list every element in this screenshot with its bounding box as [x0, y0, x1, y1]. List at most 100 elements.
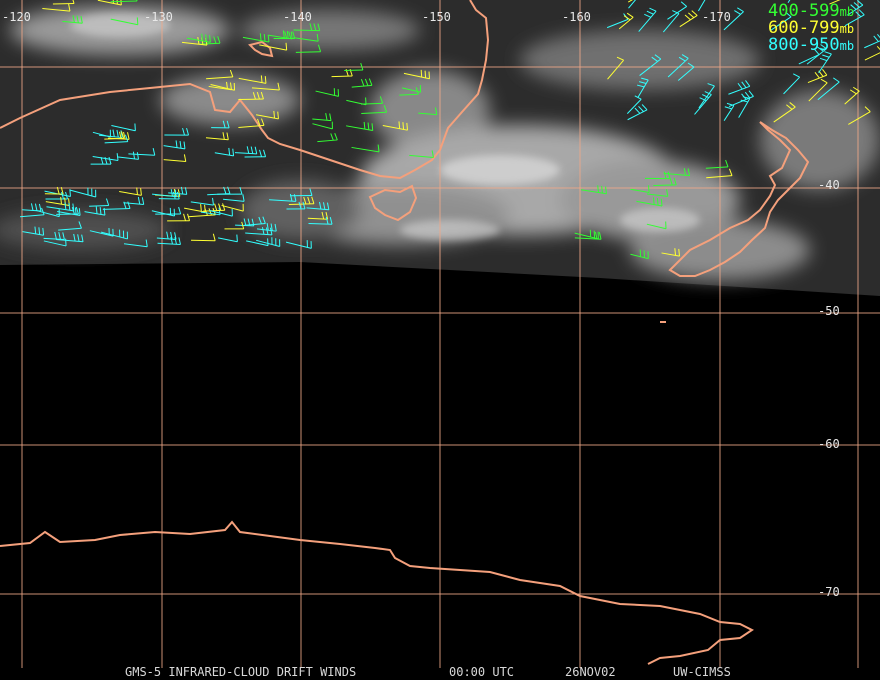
- barb-shaft: [19, 214, 45, 218]
- wind-barb: [57, 207, 81, 216]
- barb-flag: [141, 197, 145, 205]
- barb-shaft: [156, 237, 177, 240]
- wind-barb: [90, 156, 112, 165]
- barb-flag: [681, 54, 689, 59]
- barb-shaft: [89, 205, 109, 207]
- barb-flag: [127, 132, 130, 140]
- barb-flag: [152, 148, 156, 156]
- barb-shaft: [661, 252, 680, 257]
- barb-flag: [183, 141, 186, 149]
- wind-barb: [246, 238, 269, 247]
- wind-barb: [317, 132, 338, 143]
- barb-shaft: [418, 112, 437, 116]
- wind-barb: [783, 73, 801, 95]
- wind-barb: [844, 9, 865, 27]
- barb-flag: [864, 106, 871, 113]
- wind-barb: [667, 54, 689, 78]
- barb-flag: [855, 11, 862, 18]
- barb-flag: [288, 31, 292, 39]
- barb-flag: [371, 123, 374, 131]
- wind-barb: [163, 154, 187, 163]
- barb-flag: [259, 33, 262, 41]
- barb-flag: [284, 31, 288, 39]
- barb-flag: [652, 197, 655, 205]
- barb-flag: [740, 99, 748, 103]
- barb-shaft: [184, 207, 206, 213]
- wind-barb: [238, 118, 265, 128]
- barb-shaft: [783, 76, 801, 95]
- barb-flag: [217, 36, 221, 44]
- wind-barb: [104, 134, 129, 144]
- barb-flag: [247, 218, 251, 226]
- barb-shaft: [399, 93, 419, 96]
- wind-barb: [244, 149, 267, 158]
- barb-flag: [647, 185, 650, 193]
- barb-flag: [406, 122, 408, 131]
- barb-shaft: [679, 15, 698, 28]
- barb-shaft: [307, 217, 328, 220]
- barb-flag: [140, 188, 142, 196]
- wind-barb: [46, 202, 75, 212]
- wind-barb: [285, 240, 312, 249]
- barb-shaft: [630, 253, 649, 260]
- wind-barb: [307, 211, 329, 220]
- wind-barb: [848, 106, 871, 125]
- wind-barb: [157, 236, 181, 246]
- barb-flag: [243, 218, 247, 226]
- wind-barb: [56, 233, 84, 243]
- wind-barb: [312, 113, 332, 122]
- barb-flag: [377, 144, 380, 152]
- barb-flag: [226, 132, 229, 140]
- barb-flag: [641, 77, 649, 81]
- wind-barb: [312, 121, 333, 130]
- barb-flag: [65, 191, 69, 200]
- barb-flag: [623, 15, 631, 21]
- barb-flag: [309, 23, 313, 31]
- barb-flag: [264, 76, 267, 84]
- wind-barb: [723, 102, 735, 121]
- barb-flag: [822, 69, 828, 76]
- barb-shaft: [807, 74, 828, 84]
- barb-shaft: [317, 139, 338, 143]
- barb-shaft: [409, 154, 434, 159]
- wind-barb: [295, 44, 322, 53]
- wind-barb: [308, 216, 333, 225]
- barb-shaft: [208, 85, 232, 91]
- barb-flag: [205, 34, 207, 42]
- barb-flag: [704, 91, 712, 96]
- barb-flag: [61, 191, 65, 200]
- barb-flag: [678, 56, 686, 62]
- barb-shaft: [244, 223, 266, 226]
- wind-barb: [210, 82, 236, 91]
- legend-range: 400-599: [768, 1, 840, 21]
- wind-barb: [128, 148, 156, 156]
- wind-barb: [846, 0, 864, 16]
- barb-flag: [80, 15, 83, 24]
- wind-barb: [607, 56, 625, 80]
- barb-flag: [136, 187, 138, 195]
- barb-shaft: [361, 111, 387, 115]
- barb-shaft: [844, 90, 860, 105]
- barb-shaft: [206, 76, 233, 80]
- barb-flag: [73, 233, 76, 242]
- barb-shaft: [808, 82, 828, 102]
- wind-barb: [346, 97, 367, 106]
- barb-flag: [667, 171, 671, 179]
- barb-flag: [228, 147, 231, 156]
- barb-flag: [100, 156, 104, 165]
- barb-shaft: [62, 20, 83, 24]
- barb-flag: [383, 105, 388, 113]
- barb-flag: [322, 202, 326, 210]
- barb-shaft: [667, 6, 687, 20]
- barb-shaft: [251, 87, 280, 91]
- barb-flag: [81, 234, 84, 242]
- barb-flag: [687, 168, 691, 176]
- barb-flag: [263, 33, 266, 42]
- wind-barb: [644, 171, 671, 180]
- barb-shaft: [844, 14, 865, 27]
- barb-flag: [820, 44, 827, 50]
- barb-shaft: [217, 237, 238, 243]
- barb-flag: [702, 94, 710, 99]
- barb-shaft: [606, 18, 629, 29]
- barb-shaft: [677, 66, 695, 81]
